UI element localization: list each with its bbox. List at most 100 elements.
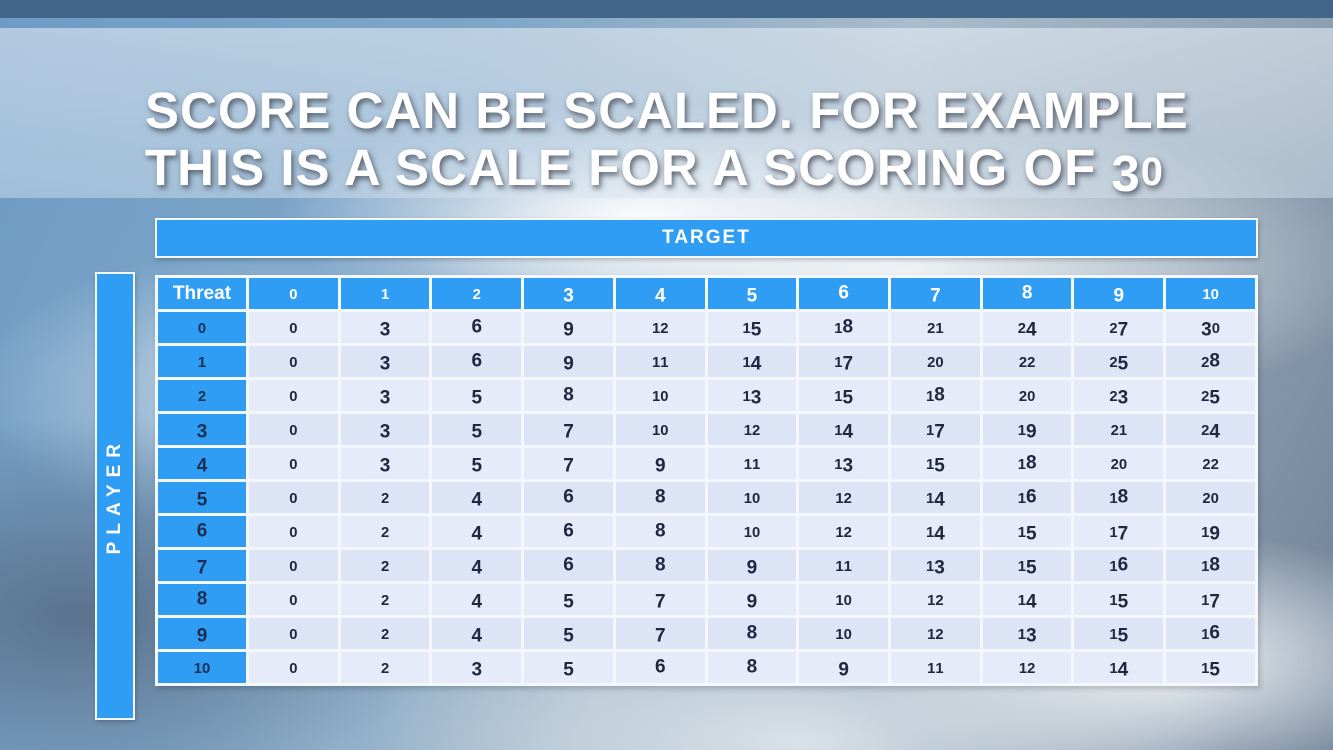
score-cell: 0 (246, 649, 341, 686)
score-cell: 24 (1163, 411, 1258, 448)
score-cell: 11 (704, 445, 800, 482)
score-cell: 4 (429, 615, 525, 652)
score-cell: 8 (612, 547, 708, 584)
score-cell: 22 (979, 343, 1075, 380)
player-axis-bar: PLAYER (95, 272, 135, 720)
score-cell: 0 (246, 377, 341, 414)
row-header: 9 (155, 615, 249, 652)
score-cell: 12 (888, 615, 983, 652)
score-cell: 9 (704, 547, 800, 584)
table-row: 5 0 2 4 6 8 10 12 14 16 18 20 (155, 479, 1258, 516)
title-line-2: THIS IS A SCALE FOR A SCORING OF 30 (145, 139, 1164, 203)
score-cell: 18 (1071, 479, 1167, 516)
score-cell: 19 (1163, 513, 1258, 550)
score-cell: 5 (521, 615, 616, 652)
score-cell: 15 (1071, 615, 1167, 652)
score-cell: 15 (796, 377, 892, 414)
score-cell: 5 (521, 581, 616, 618)
score-cell: 20 (888, 343, 983, 380)
table-row: 6 0 2 4 6 8 10 12 14 15 17 19 (155, 513, 1258, 550)
column-header: 1 (337, 275, 433, 312)
score-cell: 8 (612, 513, 708, 550)
score-cell: 11 (796, 547, 892, 584)
column-header: 8 (979, 275, 1075, 312)
score-cell: 0 (246, 479, 341, 516)
score-cell: 3 (337, 309, 433, 346)
score-cell: 6 (612, 649, 708, 686)
row-header: 5 (155, 479, 249, 516)
score-cell: 2 (337, 649, 433, 686)
column-header: 9 (1071, 275, 1167, 312)
column-header: 10 (1163, 275, 1258, 312)
table-row: 8 0 2 4 5 7 9 10 12 14 15 17 (155, 581, 1258, 618)
score-cell: 4 (429, 547, 525, 584)
row-header: 3 (155, 411, 249, 448)
row-header: 6 (155, 513, 249, 550)
score-cell: 11 (888, 649, 983, 686)
score-cell: 25 (1071, 343, 1167, 380)
score-cell: 0 (246, 445, 341, 482)
row-header: 10 (155, 649, 249, 686)
row-header: 8 (155, 581, 249, 618)
score-cell: 14 (796, 411, 892, 448)
score-cell: 14 (979, 581, 1075, 618)
score-cell: 15 (979, 513, 1075, 550)
score-cell: 12 (796, 513, 892, 550)
score-cell: 12 (704, 411, 800, 448)
score-cell: 17 (796, 343, 892, 380)
score-cell: 16 (1163, 615, 1258, 652)
table-row: 3 0 3 5 7 10 12 14 17 19 21 24 (155, 411, 1258, 448)
score-cell: 15 (979, 547, 1075, 584)
target-axis-label: TARGET (662, 227, 751, 248)
score-cell: 10 (704, 513, 800, 550)
score-cell: 13 (796, 445, 892, 482)
score-cell: 5 (429, 377, 525, 414)
score-cell: 2 (337, 513, 433, 550)
score-cell: 7 (521, 411, 616, 448)
score-cell: 5 (429, 411, 525, 448)
score-cell: 15 (704, 309, 800, 346)
score-cell: 13 (979, 615, 1075, 652)
score-cell: 17 (888, 411, 983, 448)
score-cell: 5 (429, 445, 525, 482)
table-row: 4 0 3 5 7 9 11 13 15 18 20 22 (155, 445, 1258, 482)
player-axis-label: PLAYER (104, 437, 125, 555)
score-cell: 3 (337, 343, 433, 380)
column-header: 3 (521, 275, 616, 312)
score-cell: 0 (246, 547, 341, 584)
score-cell: 10 (704, 479, 800, 516)
score-cell: 0 (246, 581, 341, 618)
score-cell: 20 (1071, 445, 1167, 482)
column-header: 0 (246, 275, 341, 312)
score-cell: 17 (1163, 581, 1258, 618)
table-row: 9 0 2 4 5 7 8 10 12 13 15 16 (155, 615, 1258, 652)
score-cell: 14 (888, 513, 983, 550)
score-cell: 8 (521, 377, 616, 414)
score-cell: 27 (1071, 309, 1167, 346)
score-cell: 25 (1163, 377, 1258, 414)
score-cell: 8 (704, 649, 800, 686)
score-cell: 6 (521, 513, 616, 550)
score-cell: 0 (246, 513, 341, 550)
score-cell: 16 (1071, 547, 1167, 584)
score-cell: 9 (521, 309, 616, 346)
score-cell: 10 (612, 411, 708, 448)
score-cell: 18 (979, 445, 1075, 482)
score-cell: 21 (1071, 411, 1167, 448)
score-cell: 4 (429, 479, 525, 516)
score-cell: 3 (337, 377, 433, 414)
score-cell: 18 (888, 377, 983, 414)
score-cell: 20 (1163, 479, 1258, 516)
score-cell: 0 (246, 343, 341, 380)
score-cell: 4 (429, 581, 525, 618)
column-header: 5 (704, 275, 800, 312)
score-cell: 3 (337, 445, 433, 482)
score-cell: 28 (1163, 343, 1258, 380)
score-cell: 14 (888, 479, 983, 516)
score-cell: 12 (612, 309, 708, 346)
column-header: 4 (612, 275, 708, 312)
header-row: Threat 0 1 2 3 4 5 6 7 8 9 10 (155, 275, 1258, 312)
score-cell: 9 (521, 343, 616, 380)
row-header: 7 (155, 547, 249, 584)
